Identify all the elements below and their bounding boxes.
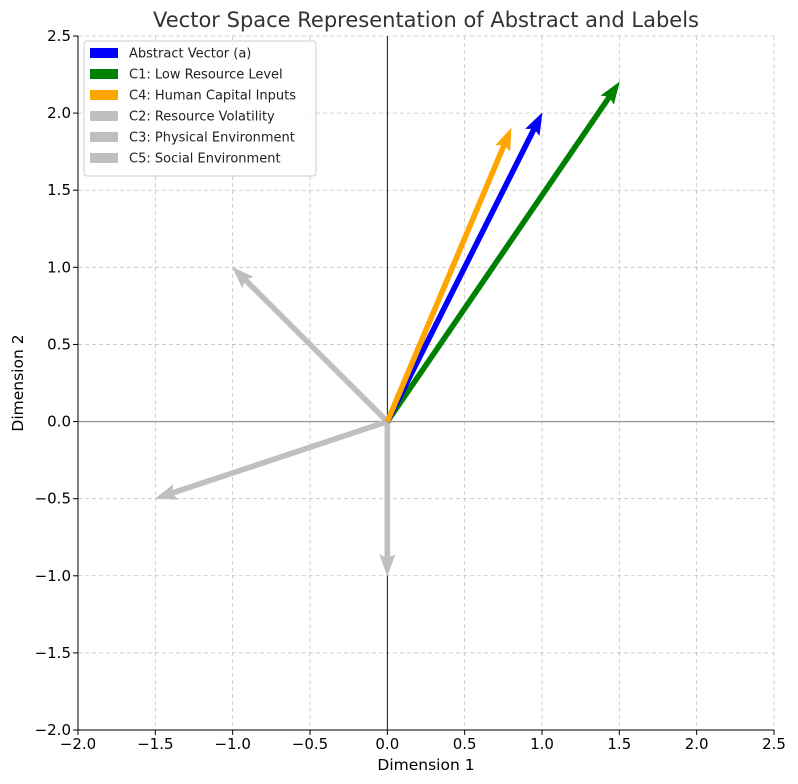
y-axis-title: Dimension 2: [9, 334, 27, 431]
legend-label: C5: Social Environment: [129, 152, 281, 167]
vector-c1-low-resource-level: [384, 81, 620, 424]
x-tick-label: −1.5: [137, 735, 173, 753]
legend: Abstract Vector (a) C1: Low Resource Leve…: [83, 40, 317, 177]
chart-title: Vector Space Representation of Abstract …: [153, 8, 699, 32]
legend-label: C2: Resource Volatility: [129, 110, 275, 125]
legend-swatch: [90, 153, 118, 163]
y-tick-label: −1.5: [35, 644, 71, 662]
axes: [77, 36, 774, 731]
y-tick-label: 1.0: [47, 258, 71, 276]
x-tick-label: 2.5: [762, 735, 786, 753]
legend-swatch: [90, 69, 118, 79]
vector-c5-social-environment: [379, 421, 396, 577]
vector-c3-physical-environment: [154, 418, 389, 500]
vectors: [154, 81, 620, 577]
y-tick-label: 2.0: [47, 104, 71, 122]
legend-label: Abstract Vector (a): [129, 47, 251, 62]
legend-swatch: [90, 90, 118, 100]
legend-swatch: [90, 48, 118, 58]
x-axis-title: Dimension 1: [377, 756, 474, 774]
y-tick-label: 0.5: [47, 335, 71, 353]
y-tick-label: −2.0: [35, 721, 71, 739]
x-tick-label: −0.5: [292, 735, 328, 753]
y-tick-label: −0.5: [35, 490, 71, 508]
x-tick-label: 2.0: [685, 735, 709, 753]
y-tick-label: 0.0: [47, 413, 71, 431]
legend-label: C1: Low Resource Level: [129, 68, 283, 83]
x-tick-label: 1.5: [607, 735, 631, 753]
y-tick-label: −1.0: [35, 567, 71, 585]
x-tick-label: 0.0: [375, 735, 399, 753]
legend-box: [83, 40, 317, 177]
x-tick-label: −2.0: [60, 735, 96, 753]
legend-label: C4: Human Capital Inputs: [129, 89, 296, 104]
legend-swatch: [90, 111, 118, 121]
y-tick-label: 1.5: [47, 181, 71, 199]
legend-label: C3: Physical Environment: [129, 131, 295, 146]
vector-c2-resource-volatility: [232, 266, 390, 424]
x-tick-label: −1.0: [214, 735, 250, 753]
x-tick-label: 0.5: [453, 735, 477, 753]
vector-c4-human-capital-inputs: [384, 127, 512, 423]
x-tick-label: 1.0: [530, 735, 554, 753]
ticks: −2.0 −1.5 −1.0 −0.5 0.0 0.5 1.0 1.5 2.0 2.5 −2.0 −1…: [35, 27, 786, 753]
y-tick-label: 2.5: [47, 27, 71, 45]
legend-swatch: [90, 132, 118, 142]
